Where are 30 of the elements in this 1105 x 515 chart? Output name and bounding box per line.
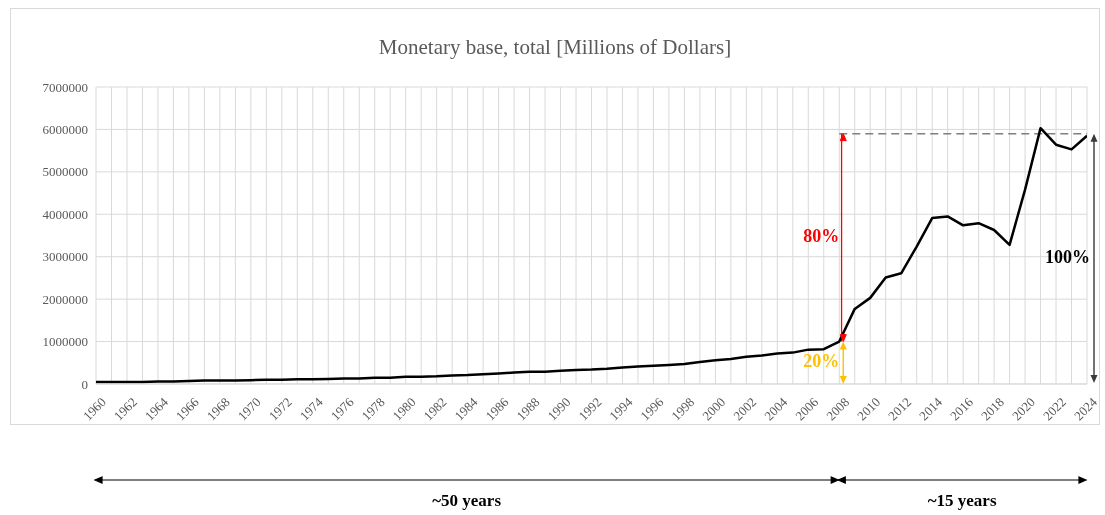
y-tick-label: 6000000 [42,122,88,138]
text: ~15 years [927,491,997,510]
x-tick-label: 1972 [265,394,295,424]
x-tick-label: 1988 [513,394,543,424]
y-tick-label: 1000000 [42,334,88,350]
text: ~50 years [432,491,502,510]
x-tick-label: 1974 [296,393,327,424]
x-tick-label: 1964 [141,393,172,424]
y-tick-label: 2000000 [42,291,88,307]
y-tick-label: 7000000 [42,79,88,95]
chart-title: Monetary base, total [Millions of Dollars] [377,35,733,60]
annotation: 20% [803,350,840,371]
x-tick-label: 1986 [482,393,512,424]
y-tick-label: 4000000 [42,206,88,222]
y-tick-label: 3000000 [42,249,88,265]
x-tick-label: 1966 [172,393,203,424]
x-tick-label: 1984 [451,393,481,424]
y-tick-label: 0 [81,376,88,392]
x-tick-label: 1970 [234,394,264,424]
x-tick-label: 1968 [203,394,233,424]
x-tick-label: 1980 [389,394,419,424]
x-tick-label: 1962 [110,394,140,424]
annotation: 80% [803,225,840,246]
x-tick-label: 1990 [544,394,574,424]
x-tick-label: 1978 [358,394,388,424]
x-tick-label: 1976 [327,393,358,424]
x-tick-label: 1982 [420,394,450,424]
annotation: 100% [1045,246,1090,267]
x-tick-label: 1992 [575,394,605,424]
y-tick-label: 5000000 [42,164,88,180]
